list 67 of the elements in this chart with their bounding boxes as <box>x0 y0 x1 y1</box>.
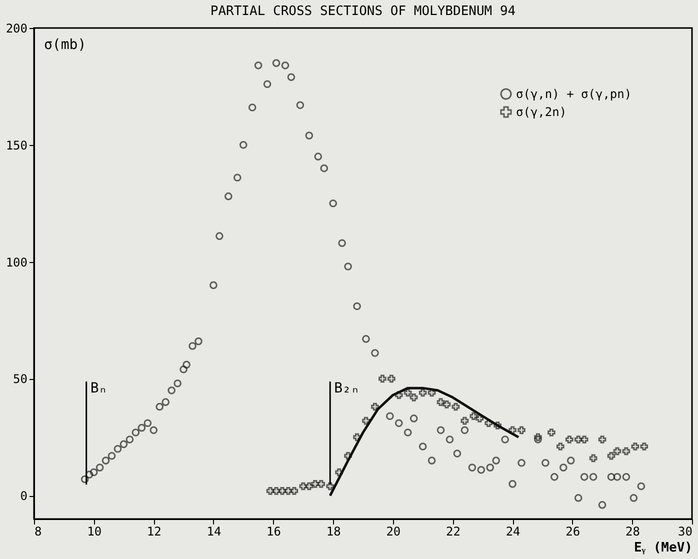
point <box>353 433 361 442</box>
point <box>534 433 542 442</box>
point <box>494 422 502 430</box>
point <box>580 436 588 444</box>
y-tick-label: 0 <box>20 489 28 504</box>
point <box>452 402 460 411</box>
ref-line-label: B₂ₙ <box>334 380 360 397</box>
point <box>574 436 582 444</box>
point <box>607 452 616 460</box>
x-tick-label: 12 <box>146 524 162 538</box>
point <box>565 436 574 444</box>
point <box>362 416 370 425</box>
point <box>305 482 314 490</box>
point <box>266 487 274 495</box>
x-tick-label: 14 <box>206 524 222 538</box>
point <box>284 487 292 495</box>
legend-label: σ(γ,2n) <box>516 105 567 119</box>
point <box>404 388 412 397</box>
point <box>518 426 526 434</box>
point <box>484 419 493 428</box>
x-tick-label: 16 <box>266 524 281 538</box>
point <box>394 391 403 399</box>
point <box>371 402 379 411</box>
x-axis-title: Eᵧ (MeV) <box>634 540 692 556</box>
chart-title: PARTIAL CROSS SECTIONS OF MOLYBDENUM 94 <box>210 4 516 19</box>
point <box>470 412 478 420</box>
x-tick-label: 20 <box>386 524 401 538</box>
point <box>640 442 648 450</box>
x-tick-label: 8 <box>34 524 42 538</box>
legend-label: σ(γ,n) + σ(γ,pn) <box>516 87 632 101</box>
y-tick-label: 100 <box>6 255 28 270</box>
point <box>317 480 326 488</box>
ref-line-label: Bₙ <box>90 380 108 397</box>
x-tick-label: 24 <box>506 524 520 538</box>
point <box>613 447 622 456</box>
point <box>272 487 280 495</box>
y-tick-label: 200 <box>6 22 28 36</box>
point <box>278 487 286 495</box>
x-tick-label: 18 <box>326 524 341 538</box>
point <box>589 454 598 462</box>
point <box>410 394 418 402</box>
y-axis-title: σ(mb) <box>44 37 86 53</box>
x-tick-label: 30 <box>678 524 692 538</box>
x-tick-label: 26 <box>566 524 580 538</box>
point <box>631 442 640 450</box>
point <box>436 398 445 406</box>
point <box>442 400 451 408</box>
point <box>622 447 630 456</box>
y-tick-label: 50 <box>13 372 28 386</box>
x-tick-label: 28 <box>625 524 640 538</box>
point <box>335 468 343 476</box>
point <box>548 428 556 436</box>
point <box>290 487 298 495</box>
point <box>556 442 564 450</box>
point <box>311 480 320 488</box>
point <box>388 374 396 383</box>
point <box>476 414 484 422</box>
point <box>326 482 334 490</box>
point <box>460 416 469 425</box>
point <box>418 388 427 397</box>
point <box>299 482 308 490</box>
point <box>508 426 516 434</box>
x-tick-label: 22 <box>446 524 460 538</box>
x-tick-label: 10 <box>87 524 102 538</box>
y-tick-label: 150 <box>6 138 28 152</box>
point <box>598 436 606 444</box>
point <box>378 374 386 383</box>
